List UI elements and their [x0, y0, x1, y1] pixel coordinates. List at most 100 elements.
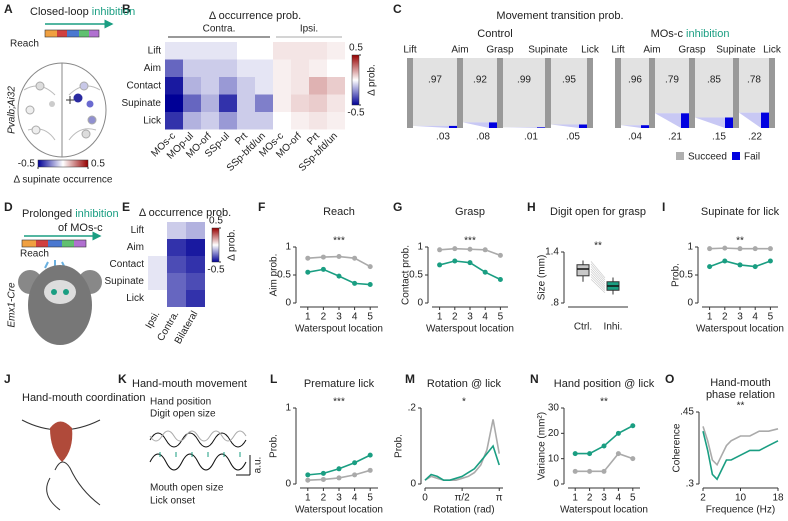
stage-label: Lick [763, 45, 782, 56]
significance: *** [333, 397, 345, 408]
series-point [707, 264, 713, 270]
heatmap-cell [148, 290, 167, 307]
panel-letter: F [258, 200, 265, 214]
row-label: Lift [131, 225, 145, 236]
panel-title: Hand-mouth movement [132, 378, 247, 390]
series-point [467, 246, 473, 252]
column-label: Ipsi. [144, 309, 163, 330]
x-tick-label: 4 [482, 312, 488, 323]
x-tick-label: 4 [352, 312, 358, 323]
series-point [572, 451, 578, 457]
series-point [572, 468, 578, 474]
series-point [752, 264, 758, 270]
y-axis-label: Prob. [269, 434, 280, 458]
fail-wedge [463, 122, 489, 128]
series-point [320, 470, 326, 476]
series-point [367, 452, 373, 458]
stage-label: Aim [451, 45, 468, 56]
x-tick-label: 1 [437, 312, 443, 323]
heatmap-cell [201, 42, 219, 60]
heatmap-cell [183, 112, 201, 130]
x-tick-label: 0 [422, 493, 428, 504]
y-axis-label: Variance (mm²) [537, 412, 548, 480]
group-label-part: MOs-c [651, 28, 686, 40]
heatmap-cell [291, 42, 309, 60]
x-tick-label: 1 [707, 312, 713, 323]
series-point [767, 258, 773, 264]
heatmap-cell [167, 290, 186, 307]
heatmap-cell [201, 112, 219, 130]
panel-letter: H [527, 200, 536, 214]
heatmap-cell [273, 112, 291, 130]
y-tick-label: 0 [553, 479, 559, 490]
y-tick-label: 0 [285, 479, 291, 490]
stage-bar [497, 58, 503, 128]
x-tick-label: 3 [336, 312, 342, 323]
y-tick-label: 1 [687, 242, 693, 253]
y-tick-label: 1 [285, 242, 291, 253]
stage-label: Supinate [716, 45, 756, 56]
heatmap-cell [183, 59, 201, 77]
heatmap-cell [167, 222, 186, 239]
y-tick-label: 0.5 [409, 270, 423, 281]
x-tick-label: 5 [367, 493, 373, 504]
succeed-label: .92 [473, 75, 487, 86]
heatmap-cell [273, 59, 291, 77]
series-point [320, 266, 326, 272]
colorbar-label: Δ prob. [227, 229, 238, 261]
trace-label: Mouth open size [150, 483, 224, 494]
series-line [424, 444, 500, 482]
heatmap-cell [148, 239, 167, 256]
heatmap-cell [186, 256, 205, 273]
series-point [587, 468, 593, 474]
paired-line [590, 271, 606, 287]
stage-bar [545, 58, 551, 128]
series-point [630, 456, 636, 462]
x-tick-label: 1 [572, 493, 578, 504]
series-point [452, 246, 458, 252]
row-label: Lift [148, 45, 162, 56]
significance: * [462, 397, 466, 408]
heatmap-cell [327, 112, 345, 130]
brain-map [17, 62, 107, 158]
heatmap-cell [255, 94, 273, 112]
succeed-band [503, 58, 545, 128]
panel-title-part: inhibition [92, 6, 135, 18]
fail-bar [725, 117, 733, 128]
fail-wedge [695, 117, 725, 128]
fail-bar [579, 124, 587, 128]
colorbar [37, 159, 89, 168]
succeed-label: .97 [428, 75, 442, 86]
series-point [320, 254, 326, 260]
heatmap-cell [255, 42, 273, 60]
x-tick-label: 2 [587, 493, 593, 504]
panel-title-part: Closed-loop [30, 6, 92, 18]
fail-label: .04 [628, 132, 642, 143]
group-label: Contra. [203, 24, 236, 35]
reach-schematic-a [44, 19, 114, 38]
series-point [497, 252, 503, 258]
group-label-part: inhibition [686, 28, 729, 40]
panel-letter: L [270, 372, 277, 386]
paired-line [590, 266, 606, 283]
panel-title: Hand-mouth coordination [22, 392, 146, 404]
heatmap-cell [255, 77, 273, 95]
panel-title: of MOs-c [58, 222, 103, 234]
heatmap-cell [219, 77, 237, 95]
heatmap-cell [273, 42, 291, 60]
panel-title: Closed-loop inhibition [30, 6, 135, 18]
series-point [601, 468, 607, 474]
y-tick-label: 0 [410, 479, 416, 490]
series-point [305, 472, 311, 478]
y-axis-label: Prob. [394, 434, 405, 458]
panel-title: Rotation @ lick [427, 378, 502, 390]
heatmap-cell [327, 42, 345, 60]
heatmap-cell [183, 94, 201, 112]
heatmap-cell [291, 94, 309, 112]
y-axis-label: Aim prob. [269, 254, 280, 297]
heatmap-cell [237, 42, 255, 60]
fail-bar [537, 127, 545, 128]
x-tick-label: 2 [722, 312, 728, 323]
panel-title: Reach [323, 206, 355, 218]
heatmap-cell [291, 112, 309, 130]
